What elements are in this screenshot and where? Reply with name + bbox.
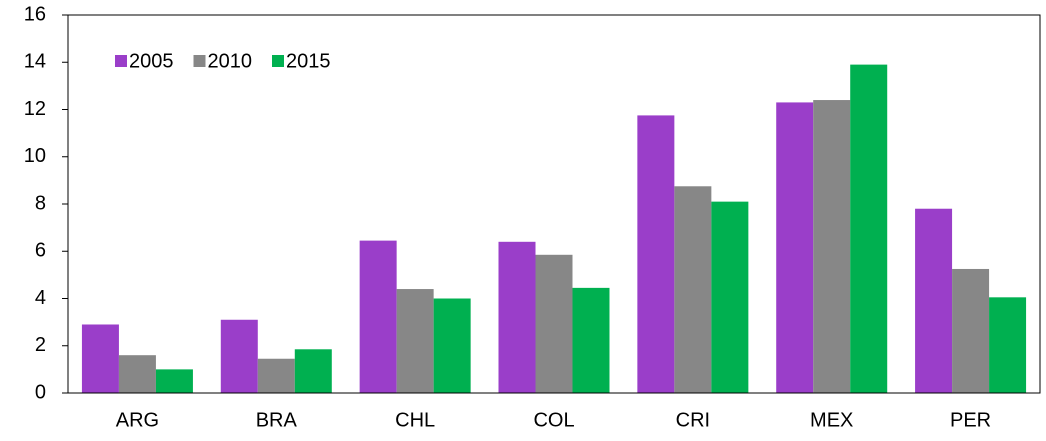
y-tick-label: 12 <box>24 98 46 120</box>
y-tick-label: 16 <box>24 3 46 25</box>
bar <box>813 100 851 394</box>
bar <box>711 201 749 393</box>
bar <box>118 355 156 393</box>
bar <box>81 324 119 393</box>
legend-swatch <box>193 55 206 67</box>
x-tick-label: CRI <box>676 409 710 431</box>
x-tick-label: CHL <box>395 409 435 431</box>
x-tick-label: COL <box>533 409 574 431</box>
legend-swatch <box>115 55 127 67</box>
legend-label: 2010 <box>208 50 253 72</box>
bar <box>952 268 990 393</box>
bar <box>359 240 397 393</box>
bar <box>637 115 675 393</box>
x-tick-label: PER <box>950 409 991 431</box>
bar <box>257 358 295 393</box>
bar <box>776 102 814 393</box>
bar <box>915 208 953 393</box>
y-tick-label: 8 <box>35 192 46 214</box>
legend-label: 2015 <box>286 50 331 72</box>
x-tick-label: ARG <box>116 409 159 431</box>
bar <box>989 297 1027 393</box>
y-tick-label: 10 <box>24 145 46 167</box>
bar <box>294 349 332 393</box>
y-tick-label: 4 <box>35 287 46 309</box>
bar <box>572 287 610 393</box>
bar <box>220 319 258 393</box>
y-tick-label: 2 <box>35 334 46 356</box>
legend-label: 2005 <box>129 50 174 72</box>
bar <box>433 298 471 393</box>
y-tick-label: 6 <box>35 240 46 262</box>
legend-swatch <box>272 55 284 67</box>
x-tick-label: BRA <box>256 409 298 431</box>
y-tick-label: 14 <box>24 51 46 73</box>
y-tick-label: 0 <box>35 381 46 403</box>
bar <box>498 241 536 393</box>
bar <box>155 369 193 393</box>
x-tick-label: MEX <box>810 409 853 431</box>
bar <box>535 254 573 393</box>
bar <box>674 186 712 393</box>
bar <box>396 289 434 393</box>
bar <box>850 64 888 394</box>
